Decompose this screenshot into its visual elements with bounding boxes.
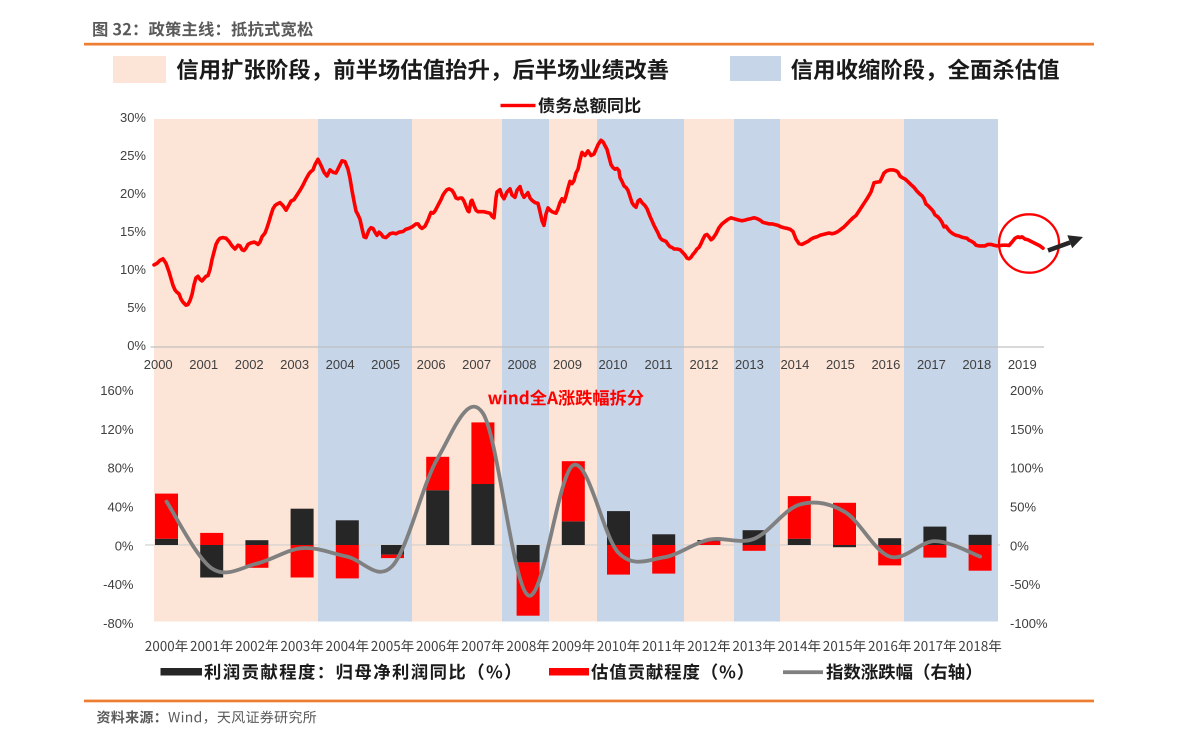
svg-text:0%: 0% [1010, 538, 1029, 553]
svg-text:-50%: -50% [1010, 577, 1041, 592]
svg-text:2009: 2009 [553, 357, 582, 372]
svg-text:40%: 40% [107, 500, 133, 515]
svg-text:2003: 2003 [280, 357, 309, 372]
svg-text:0%: 0% [127, 338, 146, 353]
svg-text:-40%: -40% [103, 577, 134, 592]
svg-text:30%: 30% [120, 110, 146, 125]
svg-text:25%: 25% [120, 148, 146, 163]
svg-text:120%: 120% [100, 422, 134, 437]
svg-text:10%: 10% [120, 262, 146, 277]
svg-text:2013: 2013 [735, 357, 764, 372]
svg-text:2007: 2007 [462, 357, 491, 372]
svg-text:2017: 2017 [917, 357, 946, 372]
svg-text:50%: 50% [1010, 500, 1036, 515]
svg-text:2006: 2006 [417, 357, 446, 372]
svg-text:2019: 2019 [1008, 357, 1037, 372]
svg-text:2005: 2005 [371, 357, 400, 372]
svg-text:5%: 5% [127, 300, 146, 315]
svg-text:-80%: -80% [103, 616, 134, 631]
svg-text:150%: 150% [1010, 422, 1044, 437]
svg-text:20%: 20% [120, 186, 146, 201]
svg-text:80%: 80% [107, 461, 133, 476]
svg-text:2000: 2000 [144, 357, 173, 372]
svg-text:2008: 2008 [508, 357, 537, 372]
svg-text:2012: 2012 [690, 357, 719, 372]
svg-text:100%: 100% [1010, 461, 1044, 476]
svg-text:160%: 160% [100, 383, 134, 398]
svg-text:-100%: -100% [1010, 616, 1048, 631]
svg-text:2014: 2014 [780, 357, 809, 372]
svg-text:2016: 2016 [871, 357, 900, 372]
svg-text:2015: 2015 [826, 357, 855, 372]
svg-text:15%: 15% [120, 224, 146, 239]
svg-text:2001: 2001 [189, 357, 218, 372]
svg-text:200%: 200% [1010, 383, 1044, 398]
svg-text:2004: 2004 [326, 357, 355, 372]
svg-text:2018: 2018 [962, 357, 991, 372]
svg-text:0%: 0% [115, 538, 134, 553]
svg-text:2011: 2011 [645, 357, 673, 372]
svg-text:2002: 2002 [235, 357, 264, 372]
svg-text:2010: 2010 [599, 357, 628, 372]
